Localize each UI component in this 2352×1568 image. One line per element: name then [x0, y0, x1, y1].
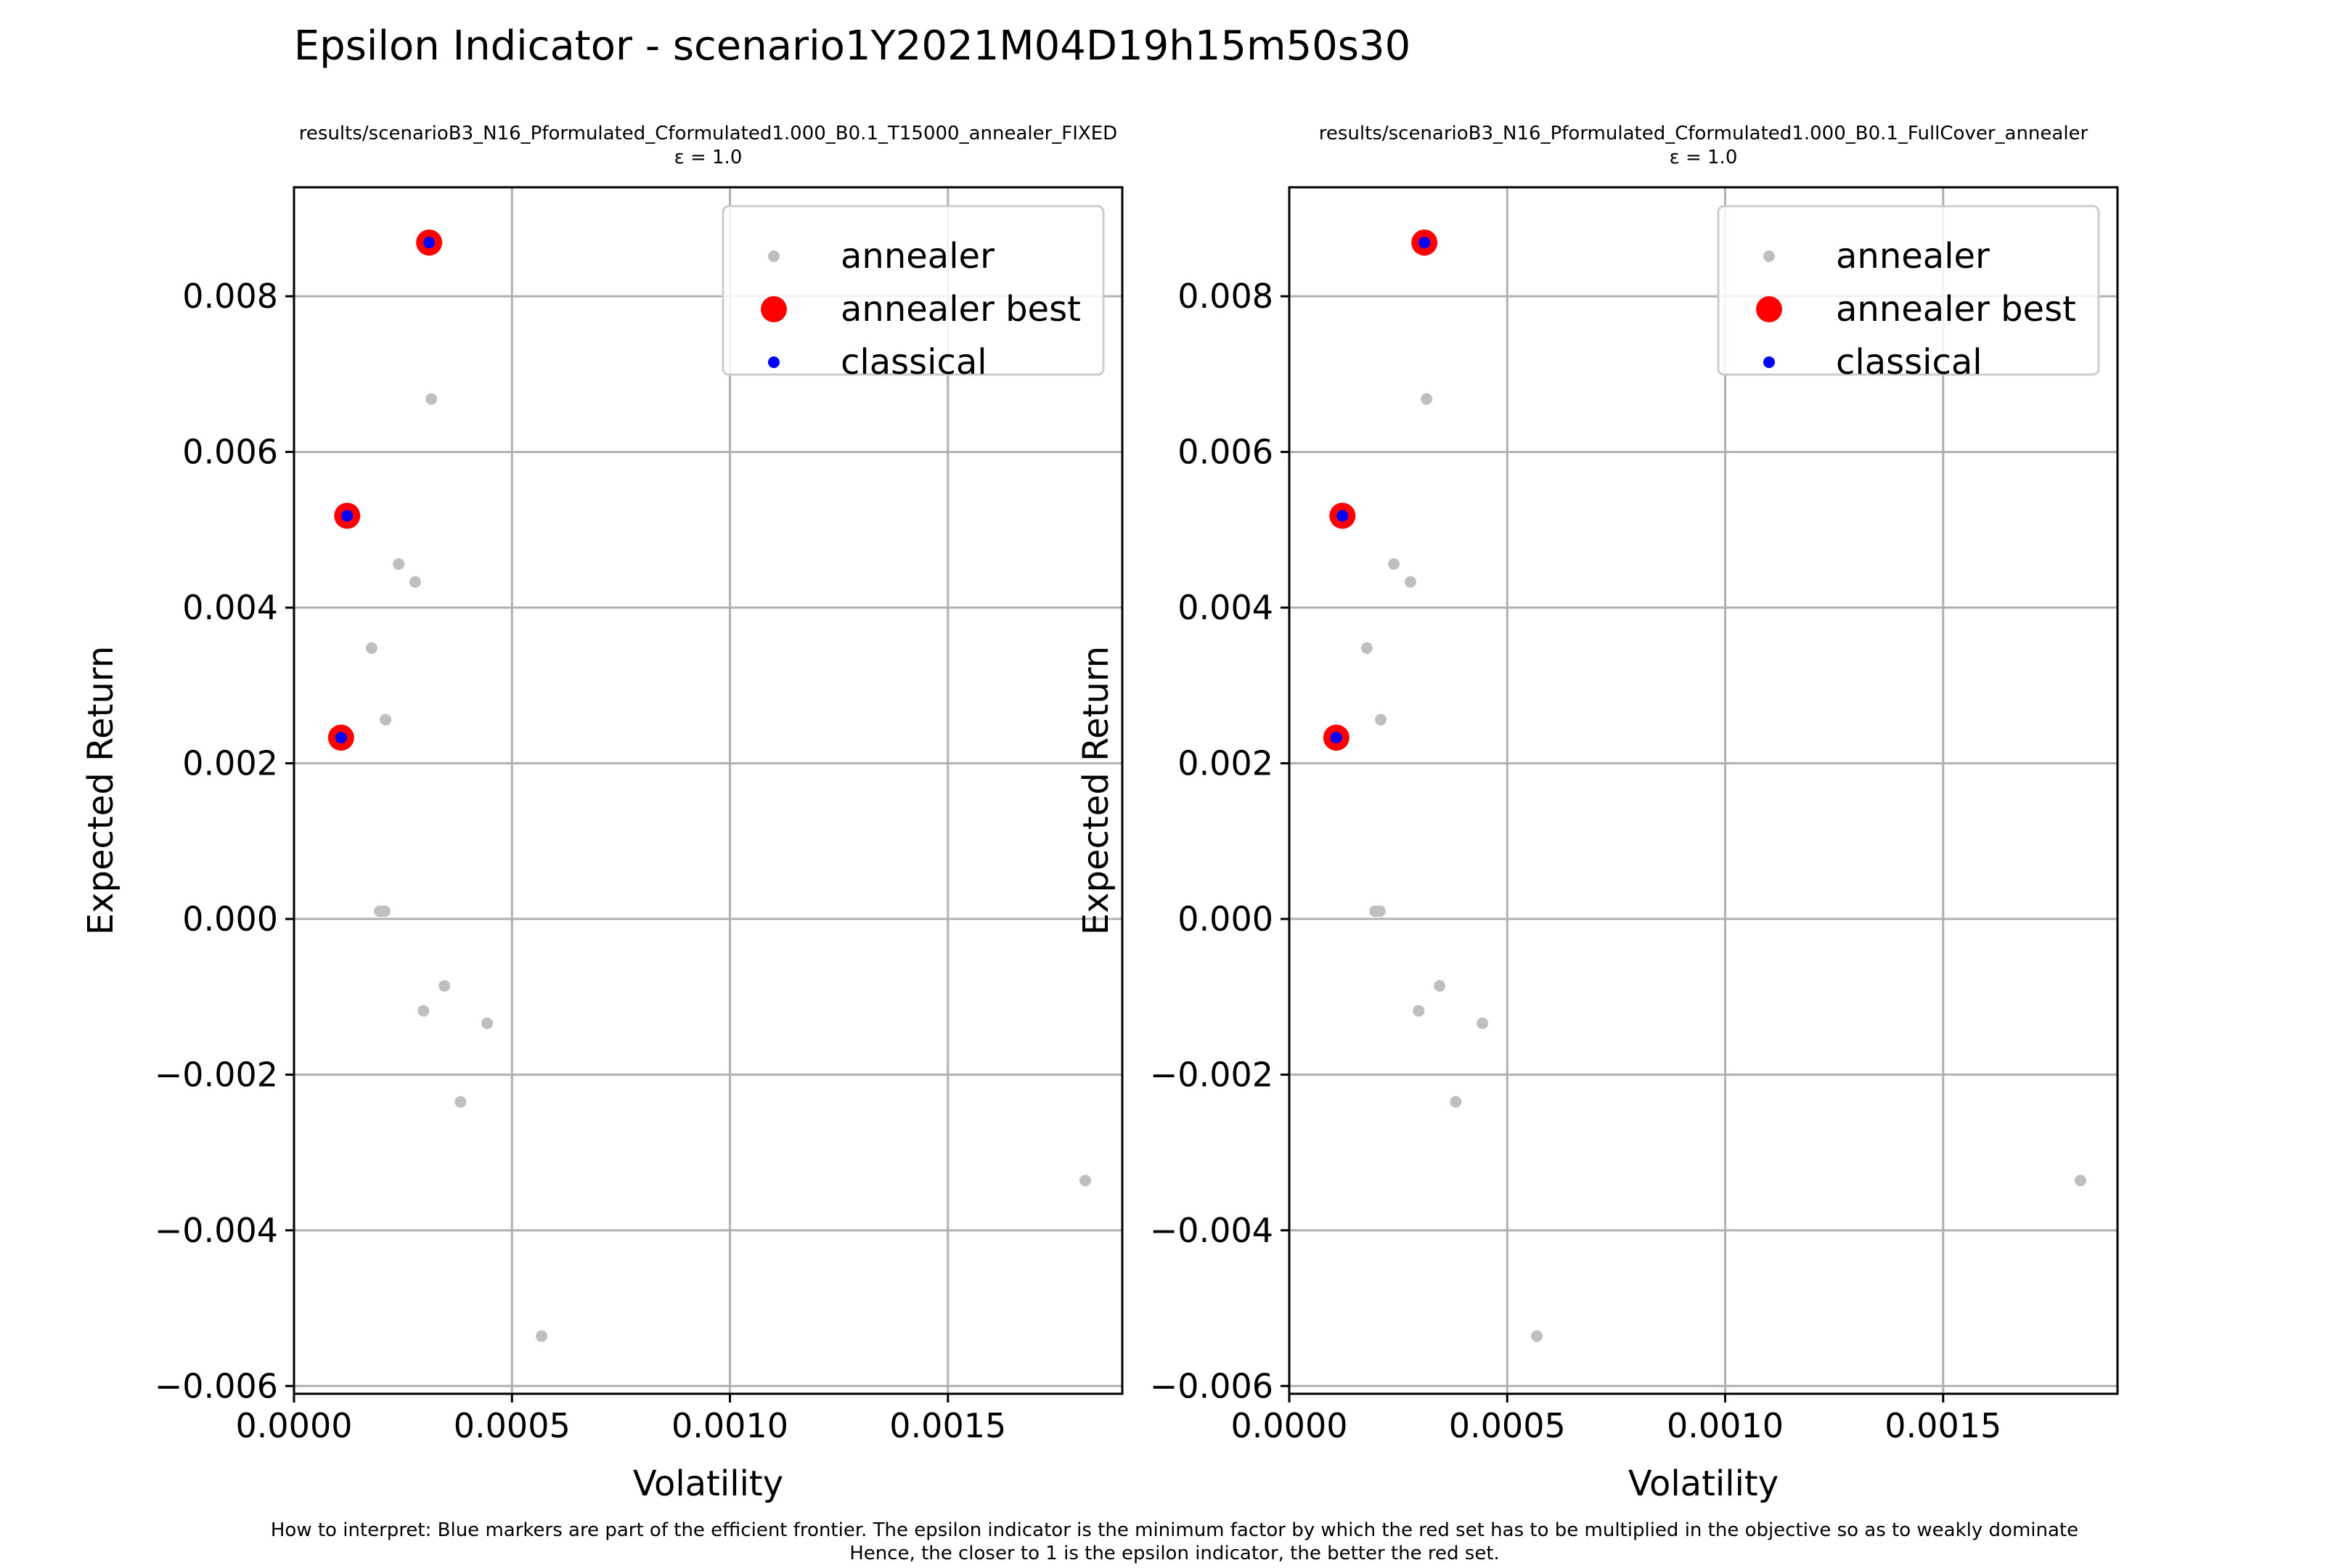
x-tick-label: 0.0010 — [1667, 1406, 1784, 1445]
legend-label-classical: classical — [1836, 342, 1983, 383]
y-tick-label: 0.002 — [1177, 743, 1273, 783]
x-tick-label: 0.0015 — [1885, 1406, 2001, 1445]
legend-box — [1717, 205, 2100, 376]
y-tick-label: 0.008 — [1177, 277, 1273, 316]
annealer-point — [1373, 905, 1386, 918]
classical-point — [341, 510, 354, 522]
classical-point — [335, 732, 347, 744]
classical-point — [1330, 732, 1342, 744]
x-tick-label: 0.0015 — [889, 1406, 1006, 1445]
y-tick-label: 0.006 — [182, 433, 278, 472]
classical-point — [1336, 510, 1349, 522]
annealer-point — [1421, 393, 1433, 405]
x-tick-label: 0.0000 — [236, 1406, 353, 1445]
annealer-point — [425, 393, 438, 405]
annealer-point — [393, 558, 405, 570]
subplot-subtitle: ε = 1.0 — [674, 147, 743, 168]
annealer-point — [536, 1330, 548, 1342]
axes-frame — [293, 186, 1124, 1395]
subplot-title: results/scenarioB3_N16_Pformulated_Cform… — [1319, 123, 2088, 144]
annealer-point — [438, 980, 451, 992]
legend-box — [722, 205, 1105, 376]
annealer-point — [1450, 1095, 1462, 1108]
annealer-point — [1375, 714, 1387, 726]
legend-label-annealer: annealer — [1836, 236, 1990, 277]
left-plot-panel: results/scenarioB3_N16_Pformulated_Cform… — [81, 123, 1124, 1504]
y-tick-label: 0.004 — [1177, 588, 1273, 627]
x-axis-label: Volatility — [633, 1463, 783, 1504]
x-tick-label: 0.0005 — [454, 1406, 571, 1445]
classical-point — [423, 237, 436, 249]
y-tick-label: −0.004 — [155, 1211, 278, 1250]
annealer-point — [1477, 1017, 1489, 1029]
annealer-point — [380, 714, 392, 726]
legend-label-annealer-best: annealer best — [841, 289, 1081, 330]
annealer-point — [1079, 1175, 1091, 1187]
annealer-point — [365, 642, 377, 654]
y-tick-label: −0.006 — [1150, 1366, 1273, 1405]
annealer-point — [1531, 1330, 1543, 1342]
annealer-point — [409, 576, 421, 588]
legend-label-annealer: annealer — [841, 236, 995, 277]
y-tick-label: 0.008 — [182, 277, 278, 316]
y-tick-label: 0.006 — [1177, 433, 1273, 472]
right-plot-panel: results/scenarioB3_N16_Pformulated_Cform… — [1076, 123, 2119, 1504]
classical-point — [1418, 237, 1431, 249]
legend-label-annealer-best: annealer best — [1836, 289, 2076, 330]
y-axis-label: Expected Return — [81, 646, 121, 935]
x-axis-label: Volatility — [1628, 1463, 1779, 1504]
annealer-point — [2074, 1175, 2086, 1187]
y-tick-label: 0.000 — [1177, 899, 1273, 939]
axes-frame — [1288, 186, 2119, 1395]
annealer-point — [1360, 642, 1373, 654]
annealer-point — [454, 1095, 467, 1108]
y-tick-label: −0.006 — [155, 1366, 278, 1405]
annealer-point — [481, 1017, 494, 1029]
annealer-point — [1434, 980, 1446, 992]
subplot-title: results/scenarioB3_N16_Pformulated_Cform… — [299, 123, 1117, 144]
legend-marker-classical — [1763, 356, 1775, 368]
annealer-point — [417, 1005, 430, 1017]
y-tick-label: 0.004 — [182, 588, 278, 627]
legend-marker-annealer-best — [761, 296, 787, 322]
footnote-line-2: Hence, the closer to 1 is the epsilon in… — [849, 1543, 1500, 1564]
annealer-point — [1388, 558, 1400, 570]
legend-label-classical: classical — [841, 342, 987, 383]
y-tick-label: 0.000 — [182, 899, 278, 939]
x-tick-label: 0.0000 — [1231, 1406, 1348, 1445]
legend-marker-annealer-best — [1756, 296, 1782, 322]
footnote-line-1: How to interpret: Blue markers are part … — [271, 1519, 2078, 1541]
x-tick-label: 0.0010 — [671, 1406, 788, 1445]
y-tick-label: 0.002 — [182, 743, 278, 783]
legend-marker-annealer — [1763, 250, 1775, 262]
annealer-point — [1404, 576, 1416, 588]
y-tick-label: −0.004 — [1150, 1211, 1273, 1250]
legend-marker-classical — [768, 356, 780, 368]
y-tick-label: −0.002 — [1150, 1055, 1273, 1094]
legend-marker-annealer — [768, 250, 780, 262]
y-tick-label: −0.002 — [155, 1055, 278, 1094]
x-tick-label: 0.0005 — [1449, 1406, 1566, 1445]
annealer-point — [1413, 1005, 1425, 1017]
y-axis-label: Expected Return — [1076, 646, 1116, 935]
subplot-subtitle: ε = 1.0 — [1670, 147, 1738, 168]
annealer-point — [378, 905, 391, 918]
figure-title: Epsilon Indicator - scenario1Y2021M04D19… — [294, 23, 1410, 70]
